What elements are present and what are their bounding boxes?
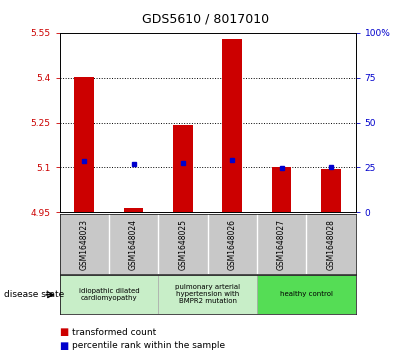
Text: disease state: disease state	[4, 290, 65, 299]
Text: pulmonary arterial
hypertension with
BMPR2 mutation: pulmonary arterial hypertension with BMP…	[175, 284, 240, 305]
Text: GSM1648026: GSM1648026	[228, 219, 237, 270]
Text: percentile rank within the sample: percentile rank within the sample	[72, 341, 225, 350]
Bar	[124, 208, 143, 212]
Bar	[257, 275, 356, 314]
Text: GSM1648028: GSM1648028	[326, 219, 335, 270]
Text: GSM1648027: GSM1648027	[277, 219, 286, 270]
Bar	[321, 169, 341, 212]
Bar	[173, 125, 193, 212]
Text: GSM1648025: GSM1648025	[178, 219, 187, 270]
Bar	[272, 167, 291, 212]
Bar	[60, 275, 158, 314]
Text: GSM1648023: GSM1648023	[80, 219, 89, 270]
Text: GSM1648024: GSM1648024	[129, 219, 138, 270]
Text: transformed count: transformed count	[72, 328, 156, 337]
Text: idiopathic dilated
cardiomyopathy: idiopathic dilated cardiomyopathy	[79, 288, 139, 301]
Bar	[158, 275, 257, 314]
Text: healthy control: healthy control	[280, 291, 332, 297]
Bar	[222, 38, 242, 212]
Text: ■: ■	[60, 327, 69, 337]
Bar	[74, 77, 94, 212]
Text: ■: ■	[60, 340, 69, 351]
Text: GDS5610 / 8017010: GDS5610 / 8017010	[142, 13, 269, 26]
